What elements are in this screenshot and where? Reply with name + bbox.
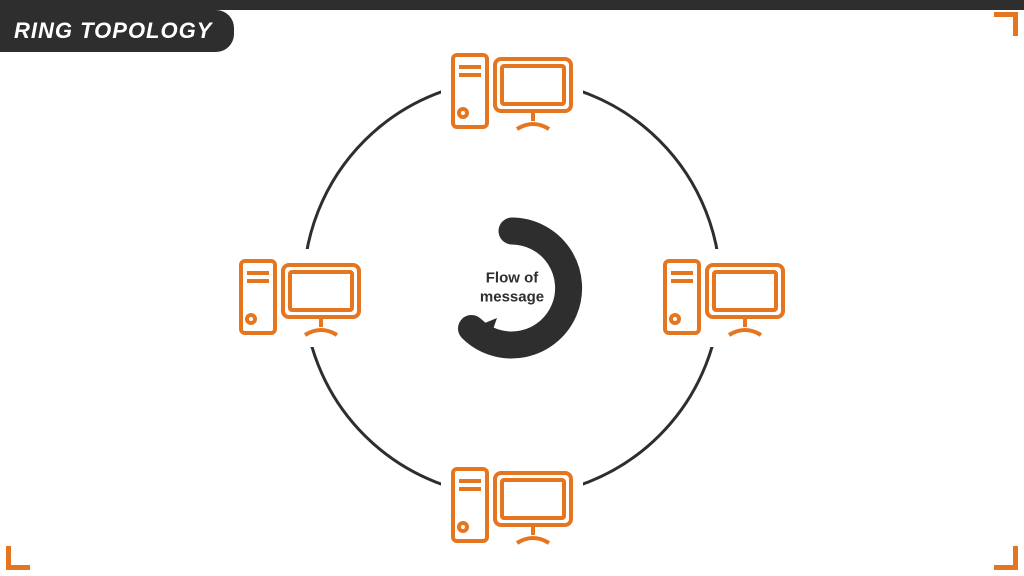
top-bar [0,0,1024,10]
computer-node-bottom [441,457,583,555]
computer-icon [449,49,575,135]
page-title-badge: RING TOPOLOGY [0,10,234,52]
corner-top-right [994,12,1018,36]
computer-icon [237,255,363,341]
center-label-line1: Flow of [480,269,544,288]
computer-node-right [653,249,795,347]
computer-icon [449,463,575,549]
computer-node-left [229,249,371,347]
corner-bottom-left [6,546,30,570]
page-title: RING TOPOLOGY [14,18,212,43]
center-label-line2: message [480,288,544,307]
computer-icon [661,255,787,341]
computer-node-top [441,43,583,141]
center-label: Flow of message [480,269,544,307]
corner-bottom-right [994,546,1018,570]
